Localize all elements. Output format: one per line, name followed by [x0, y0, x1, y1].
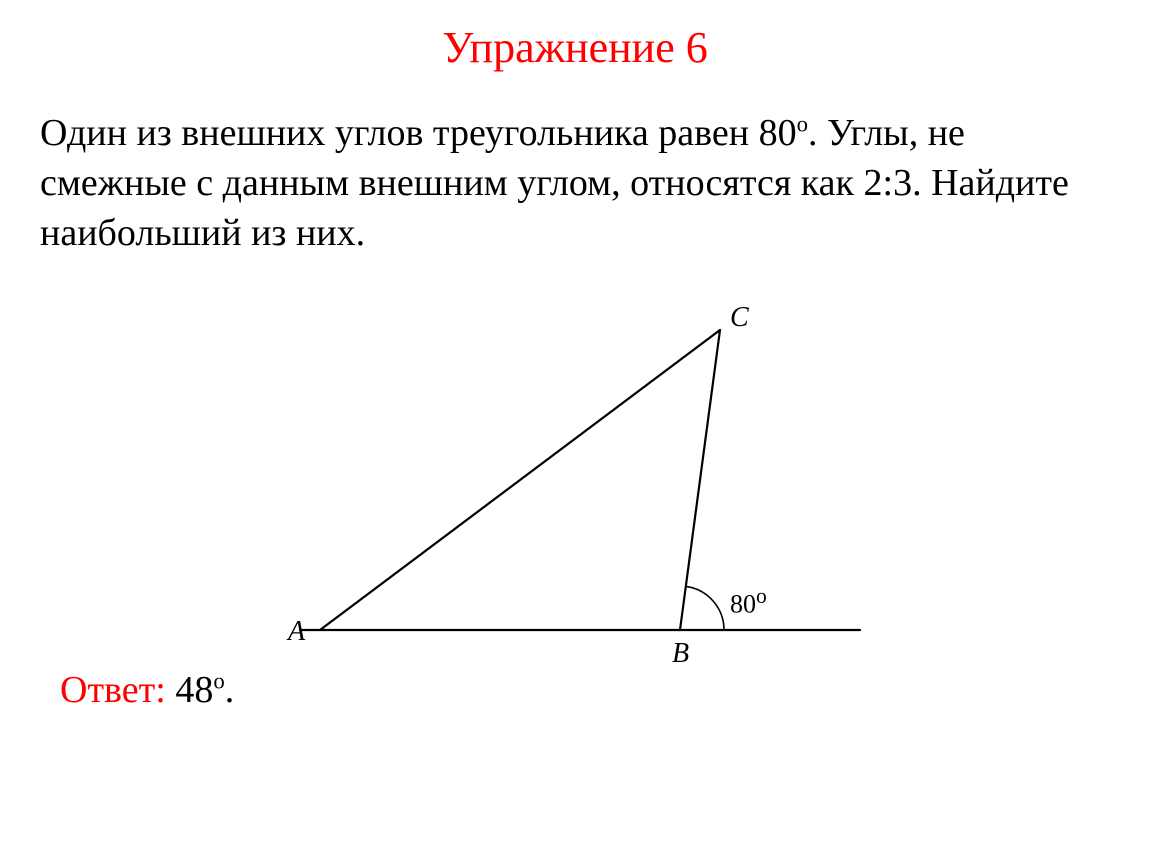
triangle-svg: ABC80о — [260, 290, 900, 690]
svg-text:A: A — [286, 616, 306, 647]
triangle-figure: ABC80о — [260, 290, 900, 690]
answer-line: Ответ: 48о. — [60, 668, 234, 712]
svg-text:C: C — [730, 302, 749, 333]
exercise-title: Упражнение 6 — [0, 22, 1150, 73]
problem-text: Один из внешних углов треугольника равен… — [40, 108, 1110, 258]
answer-value: 48о. — [175, 669, 234, 711]
slide: Упражнение 6 Один из внешних углов треуг… — [0, 0, 1150, 864]
svg-text:B: B — [672, 638, 689, 669]
answer-label: Ответ: — [60, 669, 166, 711]
